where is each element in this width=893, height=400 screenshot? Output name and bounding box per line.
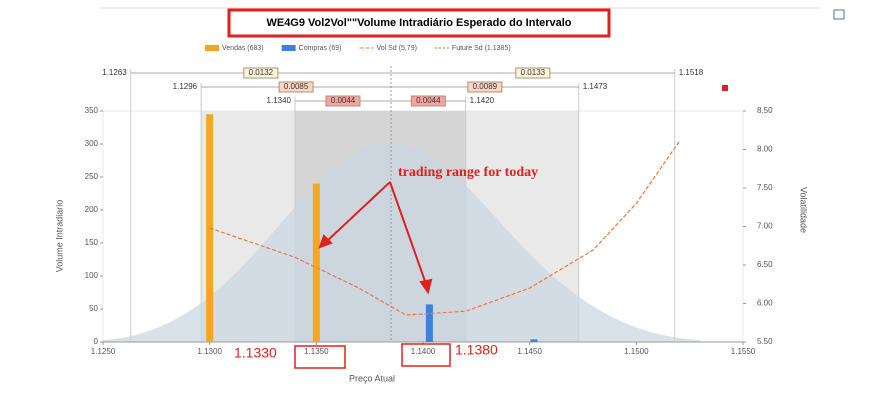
x-tick-label: 1.1500 [624,347,649,356]
x-tick-label: 1.1250 [91,347,116,356]
range-box [243,67,279,79]
bar [530,339,538,342]
y-tick-label: 50 [89,304,98,313]
chart-title: WE4G9 Vol2Vol""Volume Intradiário Espera… [266,17,571,29]
line [209,141,680,316]
legend-swatch [205,45,219,51]
range-box [515,67,551,79]
y2-tick-label: 6.50 [757,260,773,269]
range-high-label: 1.1518 [679,68,704,77]
x-tick-label: 1.1300 [197,347,222,356]
y2-axis-label: Volatilidade [799,187,809,233]
range-box [410,95,446,107]
range-box-label: 0.0044 [331,96,356,105]
y2-tick-label: 8.00 [757,145,773,154]
bar [425,304,433,342]
range-high-label: 1.1420 [470,96,495,105]
x-tick-label: 1.1550 [731,347,756,356]
legend-label: Vendas (683) [222,45,264,52]
y-tick-label: 0 [94,337,99,346]
highlight-box [401,343,451,367]
y-axis-label: Volume Intradiario [54,200,64,273]
y2-tick-label: 5.50 [757,337,773,346]
range-box-label: 0.0085 [284,82,309,91]
x-tick-label: 1.1400 [411,347,436,356]
x-tick-label: 1.1350 [304,347,329,356]
y-tick-label: 350 [85,106,99,115]
range-low-label: 1.1263 [102,68,127,77]
highlight-box [294,345,346,369]
y2-tick-label: 7.00 [757,222,773,231]
y-tick-label: 300 [85,139,99,148]
red-dot [722,85,728,91]
annotation: 1.1330 [234,345,277,361]
y-tick-label: 100 [85,271,99,280]
y2-tick-label: 7.50 [757,183,773,192]
legend-label: Compras (69) [299,45,342,52]
range-box-label: 0.0132 [249,68,274,77]
export-icon[interactable] [833,9,845,20]
x-axis-label: Preço Atual [349,373,395,383]
range-box-label: 0.0044 [416,96,441,105]
y-tick-label: 200 [85,205,99,214]
range-box-label: 0.0133 [521,68,546,77]
title-box [227,8,611,38]
bar [312,183,320,342]
x-tick-label: 1.1450 [517,347,542,356]
y-tick-label: 250 [85,172,99,181]
range-box-label: 0.0089 [473,82,498,91]
range-low-label: 1.1340 [267,96,292,105]
range-box [278,81,314,93]
annotation: 1.1380 [455,342,498,358]
range-high-label: 1.1473 [583,82,608,91]
range-low-label: 1.1296 [173,82,198,91]
y-tick-label: 150 [85,238,99,247]
y2-tick-label: 6.00 [757,299,773,308]
range-box [467,81,503,93]
legend-label: Vol Sd (5,79) [376,45,416,52]
legend-swatch [281,45,296,51]
arrows [318,181,433,295]
legend-label: Future Sd (1.1385) [452,45,511,52]
annotation: trading range for today [398,165,538,180]
range-box [325,95,361,107]
y2-tick-label: 8.50 [757,106,773,115]
distribution-area [103,143,700,342]
